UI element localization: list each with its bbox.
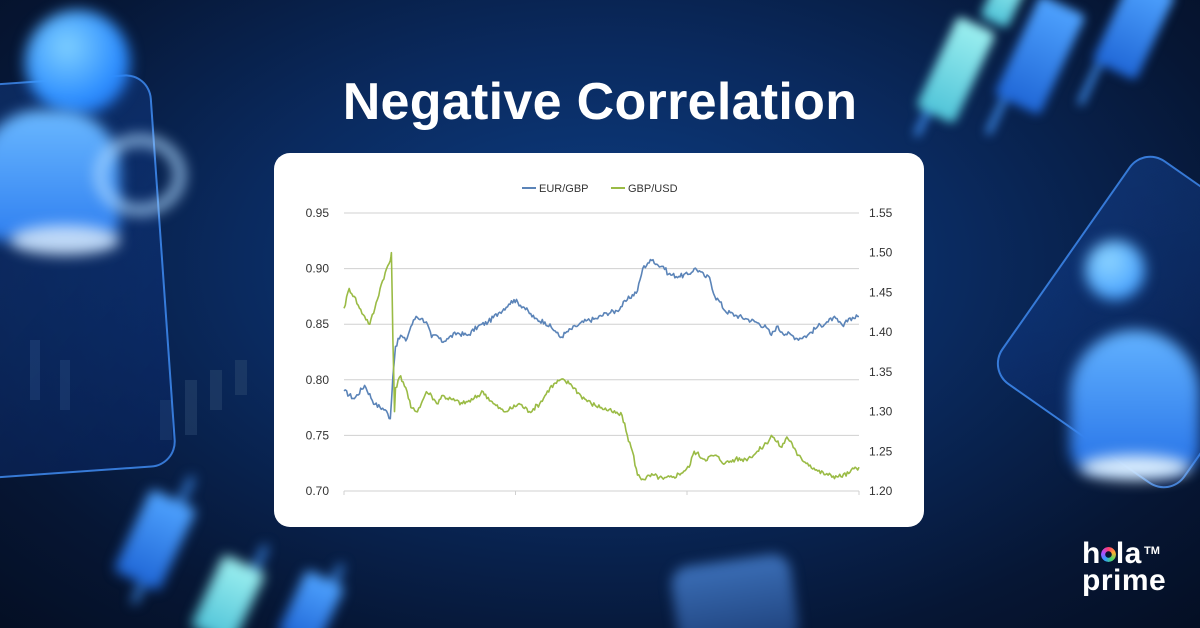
background-candle (185, 380, 197, 435)
right-tick-label: 1.45 (869, 285, 893, 299)
series-line-eur-gbp (343, 258, 860, 420)
chart-card: 0.95 0.90 0.85 0.80 0.75 0.70 1.55 1.50 1.45 1.4… (274, 153, 924, 527)
right-axis-ticks: 1.55 1.50 1.45 1.40 1.35 1.30 1.25 1.20 (869, 206, 893, 498)
right-tick-label: 1.20 (869, 484, 893, 498)
background-candle (60, 360, 70, 410)
legend: EUR/GBP GBP/USD (522, 183, 678, 195)
right-tick-label: 1.35 (869, 365, 893, 379)
background-candle (235, 360, 247, 395)
ring-decor (95, 135, 185, 215)
background-candle (160, 400, 172, 440)
trademark-mark: TM (1144, 545, 1160, 557)
series-lines (343, 251, 860, 481)
grid-lines (343, 212, 860, 495)
sphere-decor (25, 10, 130, 115)
dome-base-decor (10, 225, 120, 255)
logo-text-h: h (1082, 537, 1101, 570)
dome-decor-right (1070, 330, 1200, 470)
dome-base-decor-right (1080, 455, 1190, 480)
right-tick-label: 1.55 (869, 206, 893, 220)
background-candle (30, 340, 40, 400)
right-tick-label: 1.25 (869, 444, 893, 458)
left-axis-ticks: 0.95 0.90 0.85 0.80 0.75 0.70 (306, 206, 330, 498)
legend-label-eur-gbp: EUR/GBP (539, 183, 589, 195)
sphere-decor-right (1085, 240, 1145, 300)
page-title: Negative Correlation (342, 73, 858, 131)
left-tick-label: 0.90 (306, 262, 330, 276)
background-candle (210, 370, 222, 410)
holaprime-logo: h la prime TM (1082, 537, 1167, 597)
left-tick-label: 0.85 (306, 317, 330, 331)
legend-label-gbp-usd: GBP/USD (628, 183, 678, 195)
logo-text-prime: prime (1082, 564, 1167, 597)
right-tick-label: 1.40 (869, 325, 893, 339)
right-tick-label: 1.30 (869, 405, 893, 419)
series-line-gbp-usd (343, 251, 860, 481)
left-tick-label: 0.70 (306, 484, 330, 498)
left-tick-label: 0.80 (306, 373, 330, 387)
left-tick-label: 0.75 (306, 428, 330, 442)
logo-ring-icon (1100, 547, 1116, 562)
logo-text-la: la (1115, 537, 1142, 570)
left-tick-label: 0.95 (306, 206, 330, 220)
right-tick-label: 1.50 (869, 246, 893, 260)
correlation-chart: 0.95 0.90 0.85 0.80 0.75 0.70 1.55 1.50 1.45 1.4… (306, 183, 893, 498)
